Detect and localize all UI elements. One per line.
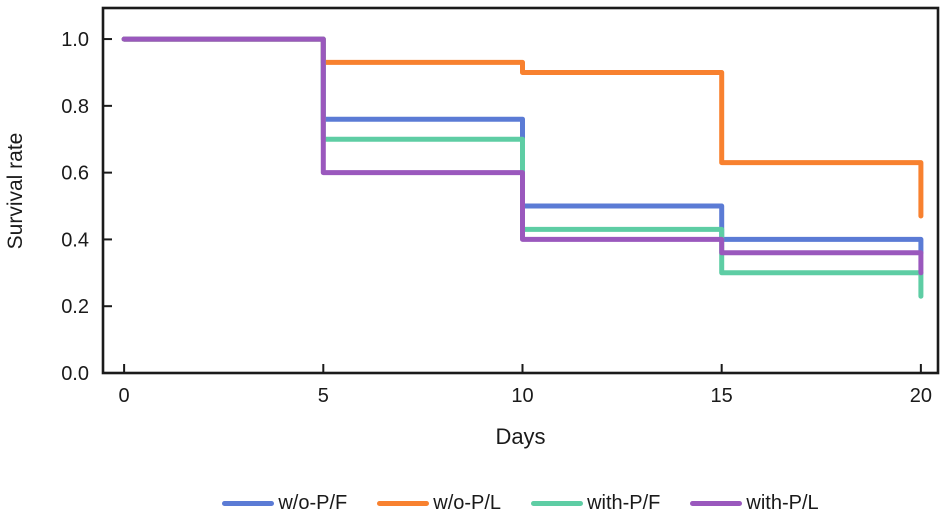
y-tick-label: 0.0	[61, 363, 89, 385]
plot-frame	[101, 6, 940, 375]
legend-label-w-o-p-l: w/o-P/L	[433, 492, 502, 514]
y-tick-label: 0.6	[61, 163, 89, 185]
y-tick-label: 1.0	[61, 29, 89, 51]
x-tick-label: 20	[910, 385, 932, 407]
legend-label-with-p-f: with-P/F	[587, 492, 661, 514]
legend-swatch-with-p-f	[531, 500, 584, 506]
x-tick-label: 15	[711, 385, 733, 407]
x-axis-title: Days	[495, 424, 546, 449]
legend-swatch-with-p-l	[690, 500, 743, 506]
y-axis-title: Survival rate	[4, 132, 27, 250]
y-tick-label: 0.4	[61, 229, 89, 251]
series-line-with-p-f	[121, 36, 924, 299]
legend-item-w-o-p-f: w/o-P/F	[222, 493, 347, 513]
x-tick-label: 0	[119, 385, 130, 407]
legend-swatch-w-o-p-l	[377, 500, 430, 506]
legend: w/o-P/F w/o-P/L with-P/F with-P/L	[103, 488, 938, 518]
legend-label-with-p-l: with-P/L	[746, 492, 819, 514]
legend-label-w-o-p-f: w/o-P/F	[278, 492, 348, 514]
x-tick-label: 5	[318, 385, 329, 407]
series-line-with-p-l	[121, 36, 924, 276]
x-tick-label: 10	[511, 385, 533, 407]
legend-swatch-w-o-p-f	[222, 500, 275, 506]
y-tick-label: 0.8	[61, 96, 89, 118]
legend-item-with-p-l: with-P/L	[690, 492, 819, 514]
y-tick-label: 0.2	[61, 296, 89, 318]
legend-item-w-o-p-l: w/o-P/L	[377, 493, 501, 513]
legend-item-with-p-f: with-P/F	[531, 493, 660, 513]
